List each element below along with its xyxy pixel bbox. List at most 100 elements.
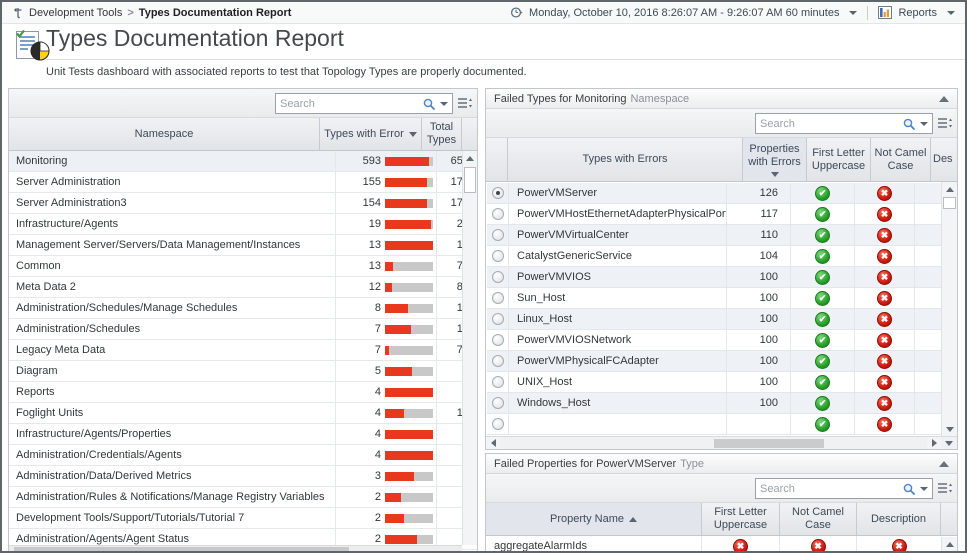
customizer-icon[interactable] [938,482,952,494]
table-row[interactable]: Common1375 [9,256,477,277]
column-header-not-camel-case[interactable]: Not Camel Case [871,138,931,181]
failed-properties-table-header: Property Name First Letter Uppercase Not… [486,503,957,536]
customizer-icon[interactable] [938,117,952,129]
column-header-description[interactable]: Description [857,503,941,535]
radio-button[interactable] [491,271,504,283]
table-row[interactable]: Diagram59 [9,361,477,382]
scroll-up-button[interactable] [942,537,957,551]
column-header-description-truncated[interactable]: Des [933,153,953,165]
namespaces-table-header: Namespace Types with Error Total Types [9,118,477,151]
column-header-namespace[interactable]: Namespace [9,118,320,150]
scrollbar-corner[interactable] [941,436,957,449]
table-row[interactable]: PowerVMVirtualCenter 110 [487,225,941,246]
scrollbar-thumb[interactable] [464,167,476,193]
failed-properties-panel: Failed Properties for PowerVMServer Type [485,453,958,553]
table-row[interactable]: Server Administration 155 177 [9,172,477,193]
radio-button[interactable] [491,292,504,304]
collapse-icon[interactable] [939,460,949,467]
radio-button[interactable] [491,397,504,409]
search-input[interactable] [276,97,422,110]
radio-button[interactable] [491,229,504,241]
scroll-left-button[interactable] [486,437,500,449]
search-icon[interactable] [422,97,436,111]
vertical-scrollbar[interactable] [941,537,957,553]
table-row[interactable]: Administration/Agents/Agent Status23 [9,529,477,550]
column-header-property-name[interactable]: Property Name [486,503,702,535]
search-icon[interactable] [902,117,916,131]
table-row[interactable]: Legacy Meta Data778 [9,340,477,361]
table-row[interactable]: PowerVMPhysicalFCAdapter 100 [487,351,941,372]
column-header-total-types[interactable]: Total Types [422,118,462,150]
fail-icon [877,185,892,201]
search-options-caret[interactable] [440,101,448,106]
search-icon[interactable] [902,482,916,496]
scroll-down-button[interactable] [942,422,957,436]
table-row[interactable]: PowerVMVIOSNetwork 100 [487,330,941,351]
fail-icon [877,353,892,369]
table-row[interactable]: PowerVMHostEthernetAdapterPhysicalPort 11… [487,204,941,225]
vertical-scrollbar[interactable] [462,151,477,545]
search-options-caret[interactable] [920,486,928,491]
time-range-label[interactable]: Monday, October 10, 2016 8:26:07 AM - 9:… [529,6,840,19]
page-subtitle: Unit Tests dashboard with associated rep… [46,66,527,78]
radio-button[interactable] [491,334,504,346]
radio-button[interactable] [491,187,504,199]
table-row[interactable]: Meta Data 21288 [9,277,477,298]
error-ratio-bar [385,345,433,355]
reports-dropdown-caret[interactable] [947,10,955,15]
scroll-up-button[interactable] [463,151,477,165]
scroll-up-button[interactable] [942,182,957,196]
customizer-icon[interactable] [458,97,472,109]
vertical-scrollbar[interactable] [941,182,957,436]
table-row[interactable]: PowerVMVIOS 100 [487,267,941,288]
error-ratio-bar [385,282,433,292]
table-row[interactable]: Administration/Schedules713 [9,319,477,340]
table-row[interactable]: Infrastructure/Agents/Properties44 [9,424,477,445]
error-ratio-bar [385,198,433,208]
radio-button[interactable] [491,355,504,367]
column-header-first-letter-uppercase[interactable]: First Letter Uppercase [807,138,871,181]
breadcrumb-root[interactable]: Development Tools [29,6,123,19]
table-row[interactable]: Server Administration3 154 176 [9,193,477,214]
scrollbar-thumb[interactable] [14,547,349,553]
table-row[interactable]: UNIX_Host 100 [487,372,941,393]
search-input[interactable] [756,482,902,495]
radio-button[interactable] [491,250,504,262]
table-row[interactable]: Windows_Host 100 [487,393,941,414]
scroll-right-button[interactable] [927,437,941,449]
table-row[interactable]: Development Tools/Support/Tutorials/Tuto… [9,508,477,529]
table-row[interactable]: Sun_Host 100 [487,288,941,309]
table-row[interactable]: Administration/Data/Derived Metrics35 [9,466,477,487]
table-row[interactable]: Linux_Host 100 [487,309,941,330]
table-row[interactable]: PowerVMServer 126 [487,183,941,204]
radio-button[interactable] [491,418,504,430]
table-row[interactable]: aggregateAlarmIds [486,536,941,553]
column-header-not-camel-case[interactable]: Not Camel Case [780,503,857,535]
table-row[interactable]: Administration/Credentials/Agents44 [9,445,477,466]
table-row[interactable]: Infrastructure/Agents1920 [9,214,477,235]
reports-menu-label[interactable]: Reports [898,6,937,19]
column-header-types-with-error[interactable]: Types with Error [320,118,422,150]
column-header-properties-with-errors[interactable]: Properties with Errors [743,138,807,181]
scrollbar-thumb[interactable] [943,197,956,209]
table-row[interactable]: Reports44 [9,382,477,403]
table-row[interactable]: Administration/Schedules/Manage Schedule… [9,298,477,319]
column-header-types-with-errors[interactable]: Types with Errors [508,138,743,181]
radio-button[interactable] [491,208,504,220]
table-row[interactable]: Management Server/Servers/Data Managemen… [9,235,477,256]
table-row[interactable]: CatalystGenericService 104 [487,246,941,267]
table-row[interactable]: Foglight Units410 [9,403,477,424]
table-row[interactable] [487,414,941,435]
radio-button[interactable] [491,376,504,388]
radio-button[interactable] [491,313,504,325]
collapse-icon[interactable] [939,95,949,102]
table-row[interactable]: Monitoring 593 650 [9,151,477,172]
search-options-caret[interactable] [920,121,928,126]
table-row[interactable]: Administration/Rules & Notifications/Man… [9,487,477,508]
column-header-first-letter-uppercase[interactable]: First Letter Uppercase [702,503,780,535]
search-input[interactable] [756,117,902,130]
time-range-dropdown-caret[interactable] [849,10,858,15]
scrollbar-thumb[interactable] [714,439,824,448]
horizontal-scrollbar[interactable] [486,436,941,449]
horizontal-scrollbar[interactable] [9,545,462,553]
